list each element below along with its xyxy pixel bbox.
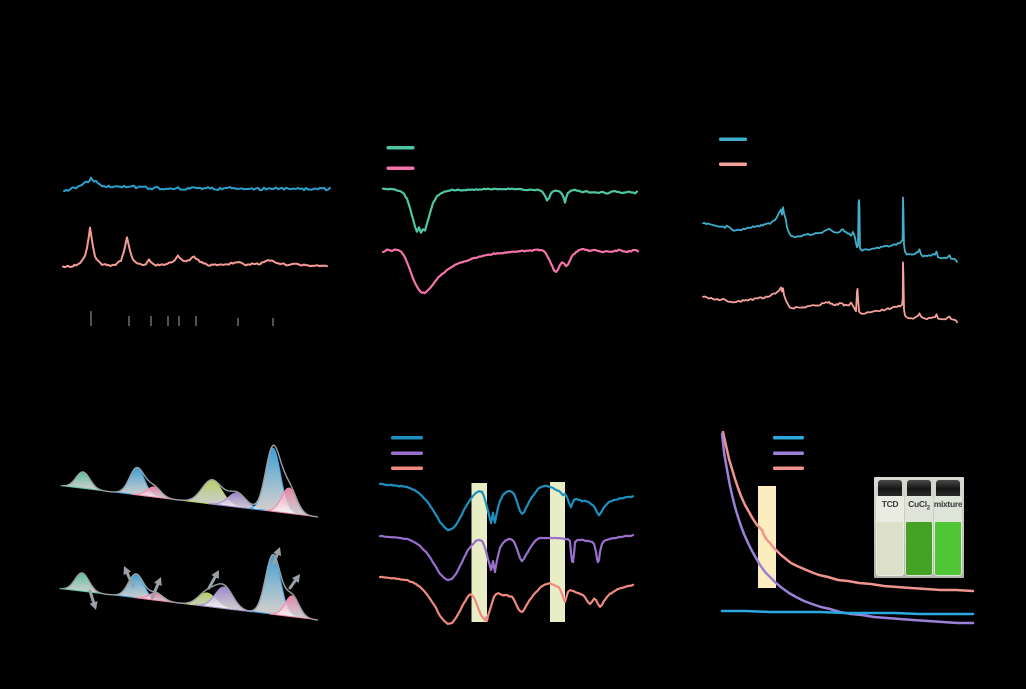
vial-cap: [907, 480, 931, 496]
panel-a-upper-blue-curve: [63, 176, 331, 193]
panel-f-blue-flat-curve: [720, 609, 975, 616]
vial-body: CuCl2: [905, 496, 933, 576]
panel-b-teal-curve: [381, 187, 639, 234]
panel-e-legend-swatch-1: [391, 436, 423, 440]
vial-cap: [936, 480, 960, 496]
vials-photo-inset: TCD CuCl2 mixture: [874, 477, 964, 578]
panel-d-trend-arrow: [123, 566, 135, 588]
vial-liquid: [877, 522, 903, 575]
vial-tcd: TCD: [876, 480, 904, 576]
panel-a: [62, 176, 331, 326]
panel-e: [378, 436, 635, 626]
panel-e-purple-curve: [378, 533, 635, 582]
panel-d-trend-arrow: [288, 574, 300, 590]
panel-d-trend-arrow: [150, 577, 162, 600]
panel-d-upper-deconvolution-envelope: [62, 444, 319, 518]
panel-e-highlight-band-2: [550, 482, 565, 622]
vial-label-cucl2: CuCl2: [908, 499, 930, 512]
panel-f-highlight-band-1: [758, 486, 776, 588]
panel-d-trend-arrow: [88, 589, 98, 610]
panel-b-legend-swatch-2: [386, 166, 415, 170]
panel-f-legend-swatch-1: [773, 436, 804, 440]
vial-label-mixture: mixture: [934, 499, 962, 509]
panel-f-legend-swatch-2: [773, 451, 804, 455]
panel-e-blue-curve: [378, 482, 635, 532]
panel-b: [381, 146, 640, 295]
panel-c-lower-pink-curve: [702, 261, 958, 324]
panel-c-legend-swatch-2: [719, 162, 747, 166]
panel-b-legend-swatch-1: [386, 146, 415, 150]
vial-liquid: [935, 522, 961, 575]
panel-f-pink-decay-curve: [721, 430, 975, 593]
vial-cap: [878, 480, 902, 496]
vial-body: TCD: [876, 496, 904, 576]
vial-cucl2: CuCl2: [905, 480, 933, 576]
panel-e-highlight-band-1: [471, 483, 487, 622]
vial-liquid: [906, 522, 932, 575]
panel-f-purple-decay-curve: [720, 432, 975, 625]
vial-label-tcd: TCD: [881, 499, 899, 509]
vial-body: mixture: [934, 496, 962, 576]
vial-mixture: mixture: [934, 480, 962, 576]
panel-d: [59, 444, 319, 621]
panel-e-legend-swatch-2: [391, 451, 423, 455]
panel-f-legend-swatch-3: [773, 466, 804, 470]
panel-a-lower-pink-curve: [62, 226, 328, 269]
panel-d-trend-arrow: [272, 547, 282, 565]
panel-b-pink-curve: [381, 247, 640, 295]
panel-c-legend-swatch-1: [719, 137, 747, 141]
panel-f: [720, 430, 975, 625]
panel-e-pink-curve: [378, 575, 635, 626]
panel-c: [702, 137, 958, 324]
panel-e-legend-swatch-3: [391, 466, 423, 470]
panel-c-upper-blue-curve: [702, 196, 958, 263]
panel-d-trend-arrow: [207, 570, 219, 590]
